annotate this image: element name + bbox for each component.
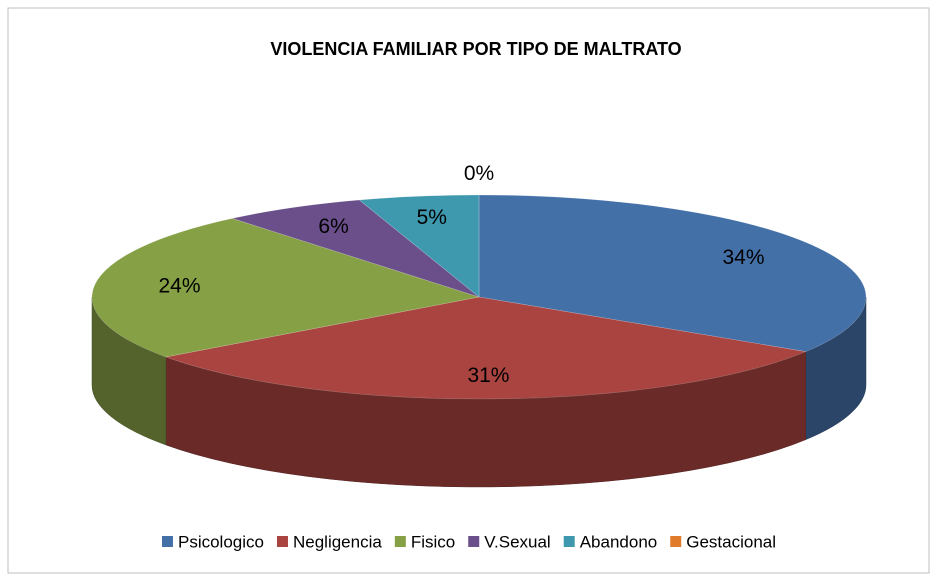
data-label: 0%: [464, 162, 494, 185]
legend: Psicologico Negligencia Fisico V.Sexual Aban…: [161, 532, 776, 551]
legend-swatch: [563, 536, 575, 547]
legend-label: Fisico: [411, 532, 455, 551]
data-label: 24%: [159, 275, 201, 298]
pie-slice: [91, 218, 480, 358]
legend-label: Abandono: [580, 532, 658, 551]
data-label: 5%: [417, 206, 447, 229]
data-label: 6%: [318, 215, 348, 238]
legend-swatch: [276, 536, 288, 547]
pie-slice: [478, 194, 867, 352]
pie-slice: [231, 199, 480, 298]
data-label: 31%: [467, 364, 509, 387]
pie-slice: [164, 296, 807, 400]
legend-label: Gestacional: [686, 532, 776, 551]
legend-label: V.Sexual: [484, 532, 550, 551]
legend-label: Negligencia: [293, 532, 382, 551]
chart-title: VIOLENCIA FAMILIAR POR TIPO DE MALTRATO: [270, 39, 681, 59]
pie-sides: [91, 296, 867, 488]
legend-label: Psicologico: [178, 532, 264, 551]
legend-swatch: [161, 536, 173, 547]
legend-swatch: [670, 536, 682, 547]
data-label: 34%: [723, 246, 765, 269]
pie-slice: [358, 194, 480, 298]
legend-swatch: [394, 536, 406, 547]
legend-swatch: [468, 536, 480, 547]
